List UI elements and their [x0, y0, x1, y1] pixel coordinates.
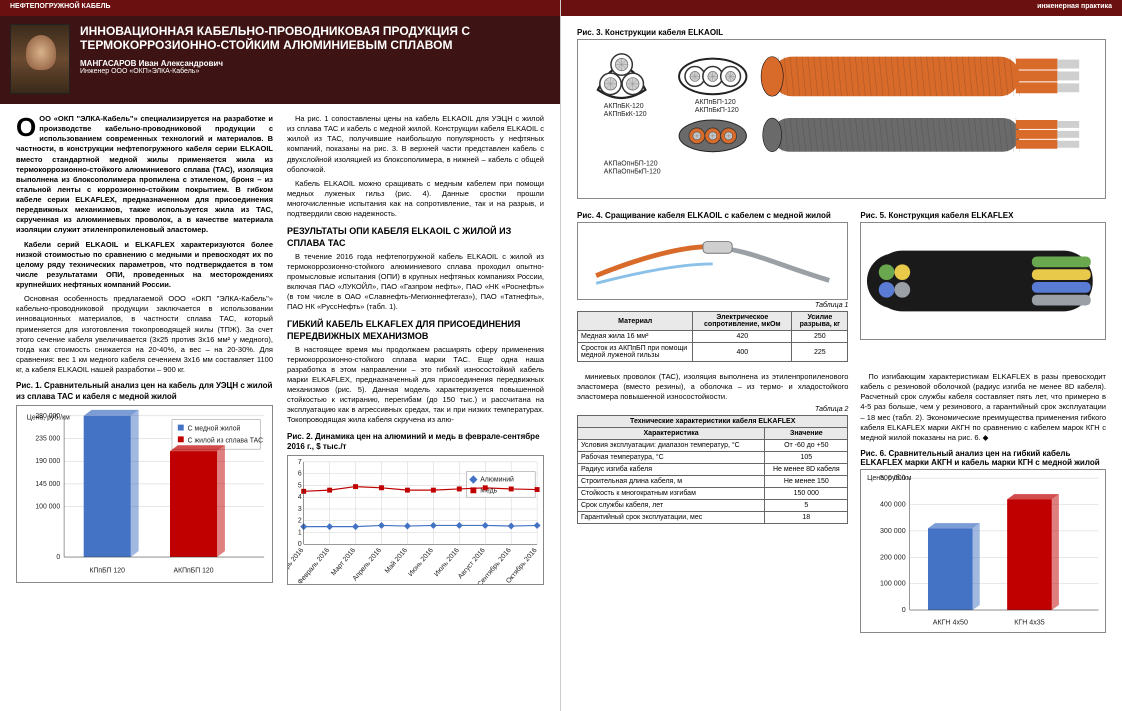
fig6-caption: Рис. 6. Сравнительный анализ цен на гибк…: [860, 449, 1106, 467]
svg-text:АКПпБП 120: АКПпБП 120: [174, 567, 214, 574]
bottom-row: миниевых проволок (ТАС), изоляция выполн…: [577, 372, 1106, 635]
paragraph: Основная особенность предлагаемой ООО «О…: [16, 294, 273, 375]
svg-text:4: 4: [298, 494, 302, 501]
svg-text:КПпБП 120: КПпБП 120: [90, 567, 126, 574]
fig4-caption: Рис. 4. Сращивание кабеля ELKAOIL с кабе…: [577, 211, 848, 220]
svg-text:АКПпБК-120: АКПпБК-120: [604, 103, 644, 110]
page-right: инженерная практика Рис. 3. Конструкции …: [561, 0, 1122, 711]
paragraph: Кабель ELKAOIL можно сращивать с медным …: [287, 179, 544, 220]
svg-text:235 000: 235 000: [35, 435, 60, 442]
title-text: ИННОВАЦИОННАЯ КАБЕЛЬНО-ПРОВОДНИКОВАЯ ПРО…: [80, 24, 550, 94]
svg-text:145 000: 145 000: [35, 481, 60, 488]
svg-text:100 000: 100 000: [35, 503, 60, 510]
fig4-fig5-row: Рис. 4. Сращивание кабеля ELKAOIL с кабе…: [577, 205, 1106, 366]
section-heading: ГИБКИЙ КАБЕЛЬ ELKAFLEX ДЛЯ ПРИСОЕДИНЕНИЯ…: [287, 318, 544, 342]
body-columns: ООО «ОКП "ЭЛКА-Кабель"» специализируется…: [0, 104, 560, 694]
table2-label: Таблица 2: [577, 406, 848, 413]
paragraph: миниевых проволок (ТАС), изоляция выполн…: [577, 372, 848, 402]
fig1-caption: Рис. 1. Сравнительный анализ цен на кабе…: [16, 381, 273, 403]
svg-text:1: 1: [298, 530, 302, 537]
author-name: МАНГАСАРОВ Иван Александрович: [80, 59, 550, 68]
svg-text:2: 2: [298, 518, 302, 525]
fig6-chart: 0100 000200 000300 000400 000500 000АКГН…: [860, 469, 1106, 633]
col-2: На рис. 1 сопоставлены цены на кабель EL…: [287, 114, 544, 688]
col-1: ООО «ОКП "ЭЛКА-Кабель"» специализируется…: [16, 114, 273, 688]
svg-text:0: 0: [56, 554, 60, 561]
svg-text:Март 2016: Март 2016: [330, 547, 357, 577]
svg-text:Алюминий: Алюминий: [480, 476, 514, 484]
right-body: Рис. 3. Конструкции кабеля ELKAOIL АКПпБ…: [561, 16, 1122, 641]
svg-text:5: 5: [298, 483, 302, 490]
table1-label: Таблица 1: [577, 302, 848, 309]
author-photo: [10, 24, 70, 94]
svg-text:3: 3: [298, 506, 302, 513]
svg-text:0: 0: [902, 606, 906, 614]
fig4-svg: [582, 227, 843, 295]
svg-text:200 000: 200 000: [880, 553, 906, 561]
fig2-caption: Рис. 2. Динамика цен на алюминий и медь …: [287, 432, 544, 454]
svg-text:КГН 4х35: КГН 4х35: [1015, 618, 1046, 626]
fig5-col: Рис. 5. Конструкция кабеля ELKAFLEX: [860, 205, 1106, 366]
table1: МатериалЭлектрическое сопротивление, мкО…: [577, 311, 848, 362]
svg-text:100 000: 100 000: [880, 580, 906, 588]
paragraph: В течение 2016 года нефтепогружной кабел…: [287, 252, 544, 313]
svg-text:190 000: 190 000: [35, 458, 60, 465]
svg-text:АКПпБкК-120: АКПпБкК-120: [604, 111, 647, 118]
category-tag: инженерная практика: [1037, 3, 1112, 10]
svg-text:АКПаОпнБкП-120: АКПаОпнБкП-120: [604, 168, 661, 175]
page-left: НЕФТЕПОГРУЖНОЙ КАБЕЛЬ ИННОВАЦИОННАЯ КАБЕ…: [0, 0, 561, 711]
paragraph: На рис. 1 сопоставлены цены на кабель EL…: [287, 114, 544, 175]
svg-text:6: 6: [298, 471, 302, 478]
fig4-box: [577, 222, 848, 300]
lead-paragraph-2: Кабели серий ELKAOIL и ELKAFLEX характер…: [16, 240, 273, 291]
svg-text:С медной жилой: С медной жилой: [188, 424, 241, 432]
svg-text:АКПпБП-120: АКПпБП-120: [695, 99, 736, 106]
category-tag-bar: инженерная практика: [561, 0, 1122, 16]
fig3-caption: Рис. 3. Конструкции кабеля ELKAOIL: [577, 28, 1106, 37]
svg-text:С жилой из сплава ТАС: С жилой из сплава ТАС: [188, 436, 263, 444]
bottom-left-col: миниевых проволок (ТАС), изоляция выполн…: [577, 372, 848, 635]
svg-text:400 000: 400 000: [880, 500, 906, 508]
svg-text:АКПпБкП-120: АКПпБкП-120: [695, 107, 739, 114]
fig5-box: [860, 222, 1106, 340]
title-block: ИННОВАЦИОННАЯ КАБЕЛЬНО-ПРОВОДНИКОВАЯ ПРО…: [0, 16, 560, 104]
svg-text:Цена, руб./км: Цена, руб./км: [27, 413, 70, 421]
paragraph: В настоящее время мы продолжаем расширят…: [287, 345, 544, 426]
bottom-right-col: По изгибающим характеристикам ELKAFLEX в…: [860, 372, 1106, 635]
svg-text:Цена, руб./км: Цена, руб./км: [868, 474, 913, 482]
svg-text:300 000: 300 000: [880, 527, 906, 535]
fig5-caption: Рис. 5. Конструкция кабеля ELKAFLEX: [860, 211, 1106, 220]
fig3-box: АКПпБК-120АКПпБкК-120 АКПпБП-120АКПпБкП-1…: [577, 39, 1106, 199]
svg-text:Июль 2016: Июль 2016: [433, 547, 461, 578]
section-heading: РЕЗУЛЬТАТЫ ОПИ КАБЕЛЯ ELKAOIL С ЖИЛОЙ ИЗ…: [287, 225, 544, 249]
svg-text:АКПаОпнБП-120: АКПаОпнБП-120: [604, 161, 658, 168]
fig1-chart: 0100 000145 000190 000235 000280 000С ме…: [16, 405, 273, 584]
lead-paragraph: ООО «ОКП "ЭЛКА-Кабель"» специализируется…: [16, 114, 273, 236]
fig3-cables-svg: АКПпБК-120АКПпБкК-120 АКПпБП-120АКПпБкП-1…: [584, 46, 1099, 196]
fig2-chart: 01234567АлюминийМедьЯнварь 2016Февраль 2…: [287, 455, 544, 585]
svg-text:АКГН 4х50: АКГН 4х50: [933, 618, 968, 626]
category-tag-bar: НЕФТЕПОГРУЖНОЙ КАБЕЛЬ: [0, 0, 560, 16]
article-title: ИННОВАЦИОННАЯ КАБЕЛЬНО-ПРОВОДНИКОВАЯ ПРО…: [80, 24, 550, 53]
svg-text:Май 2016: Май 2016: [383, 546, 409, 575]
paragraph: По изгибающим характеристикам ELKAFLEX в…: [860, 372, 1106, 443]
svg-text:7: 7: [298, 459, 302, 466]
fig5-svg: [865, 227, 1101, 335]
svg-text:Июнь 2016: Июнь 2016: [407, 547, 435, 578]
fig4-col: Рис. 4. Сращивание кабеля ELKAOIL с кабе…: [577, 205, 848, 366]
table2: Технические характеристики кабеля ELKAFL…: [577, 415, 848, 524]
author-role: Инженер ООО «ОКП»ЭЛКА-Кабель»: [80, 68, 550, 75]
category-tag: НЕФТЕПОГРУЖНОЙ КАБЕЛЬ: [10, 3, 111, 10]
